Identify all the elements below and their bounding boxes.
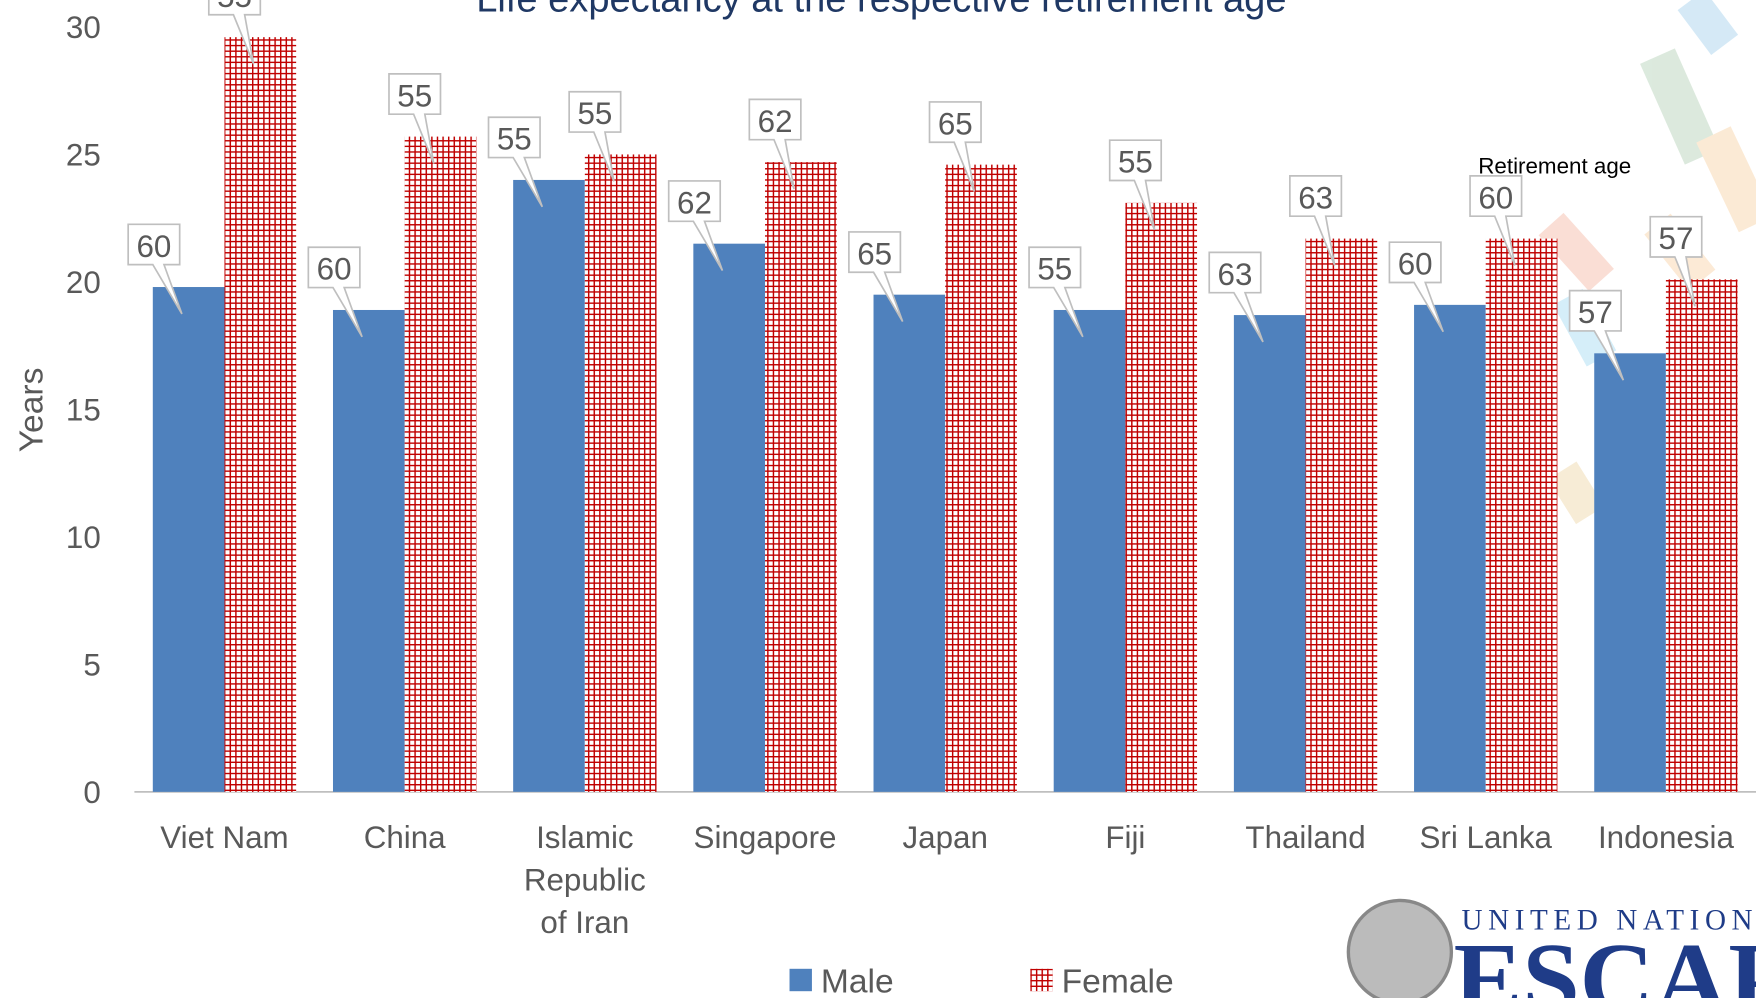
bar (1305, 238, 1378, 792)
retirement-age-label: 55 (1118, 145, 1153, 180)
retirement-age-label: 60 (1478, 180, 1513, 215)
retirement-age-label: 55 (497, 122, 532, 157)
legend-label: Female (1062, 963, 1174, 998)
callout-box (487, 116, 544, 208)
callout-box (1208, 251, 1264, 343)
y-tick-label: 5 (83, 648, 100, 683)
y-tick-label: 10 (66, 520, 101, 555)
x-tick-label: Singapore (694, 820, 837, 855)
retirement-age-label: 60 (317, 252, 352, 287)
bar (1233, 315, 1306, 792)
callout-box (928, 101, 982, 192)
retirement-age-label: 55 (1037, 252, 1072, 287)
bar (1414, 304, 1486, 792)
retirement-age-label: 62 (758, 104, 793, 139)
x-tick-label: Japan (902, 820, 987, 855)
x-tick-label: Fiji (1105, 820, 1145, 855)
x-tick-label: Sri Lanka (1420, 820, 1553, 855)
callout-box (307, 246, 363, 338)
bar (1485, 238, 1558, 792)
callout-box (568, 90, 622, 182)
callout-box (1469, 175, 1523, 266)
retirement-age-label: 63 (1298, 180, 1333, 215)
bar (765, 162, 837, 792)
callout-box (1028, 246, 1084, 338)
x-tick-label: Islamic Republic of Iran (524, 820, 646, 940)
retirement-age-label: 65 (938, 106, 973, 141)
x-tick-label: Indonesia (1598, 820, 1735, 855)
callout-box (1108, 139, 1163, 231)
callout-box (1289, 175, 1343, 266)
legend-label: Male (821, 963, 894, 998)
y-tick-label: 20 (66, 265, 101, 300)
retirement-age-label: 60 (1398, 247, 1433, 282)
callout-box (848, 231, 904, 322)
logo-top: UNITED NATIONS (1461, 905, 1756, 937)
bar (945, 164, 1017, 792)
bar (332, 309, 405, 792)
retirement-age-label: 57 (1578, 295, 1613, 330)
callout-box (127, 223, 183, 315)
chart-title: Life expectancy at the respective retire… (476, 0, 1286, 20)
logo-name: ESCAP (1454, 923, 1756, 998)
bar (513, 179, 585, 792)
bar (1594, 353, 1666, 792)
callout-box (207, 0, 262, 65)
retirement-age-label: 62 (677, 185, 712, 220)
x-tick-label: China (364, 820, 446, 855)
legend-swatch (1030, 968, 1053, 992)
bar (873, 294, 946, 792)
bar (224, 37, 297, 792)
x-tick-label: Thailand (1245, 820, 1365, 855)
callout-box (667, 180, 724, 271)
bar (1665, 279, 1738, 792)
annotation: Retirement age (1478, 154, 1631, 179)
callout-box (1649, 215, 1703, 307)
retirement-age-label: 55 (217, 0, 252, 14)
y-tick-label: 0 (83, 775, 100, 810)
retirement-age-label: 65 (857, 236, 892, 271)
y-axis-label: Years (14, 368, 51, 453)
bar (693, 243, 766, 792)
retirement-age-label: 55 (577, 96, 612, 131)
callout-box (748, 98, 802, 190)
callout-box (1568, 289, 1625, 381)
logo: UNITED NATIONS ESCAP (1346, 898, 1756, 1003)
y-tick-label: 30 (66, 10, 101, 45)
bar (1125, 202, 1198, 792)
retirement-age-label: 57 (1659, 221, 1694, 256)
retirement-age-label: 55 (397, 78, 432, 113)
bar (1053, 309, 1126, 792)
bar (152, 287, 225, 792)
y-tick-label: 25 (66, 138, 101, 173)
callout-box (1388, 241, 1444, 333)
x-tick-label: Viet Nam (160, 820, 288, 855)
bar (404, 136, 477, 792)
legend-swatch (789, 968, 812, 992)
bar (584, 154, 657, 792)
callout-box (388, 73, 442, 164)
retirement-age-label: 63 (1218, 257, 1253, 292)
y-tick-label: 15 (66, 393, 101, 428)
retirement-age-label: 60 (136, 229, 171, 264)
